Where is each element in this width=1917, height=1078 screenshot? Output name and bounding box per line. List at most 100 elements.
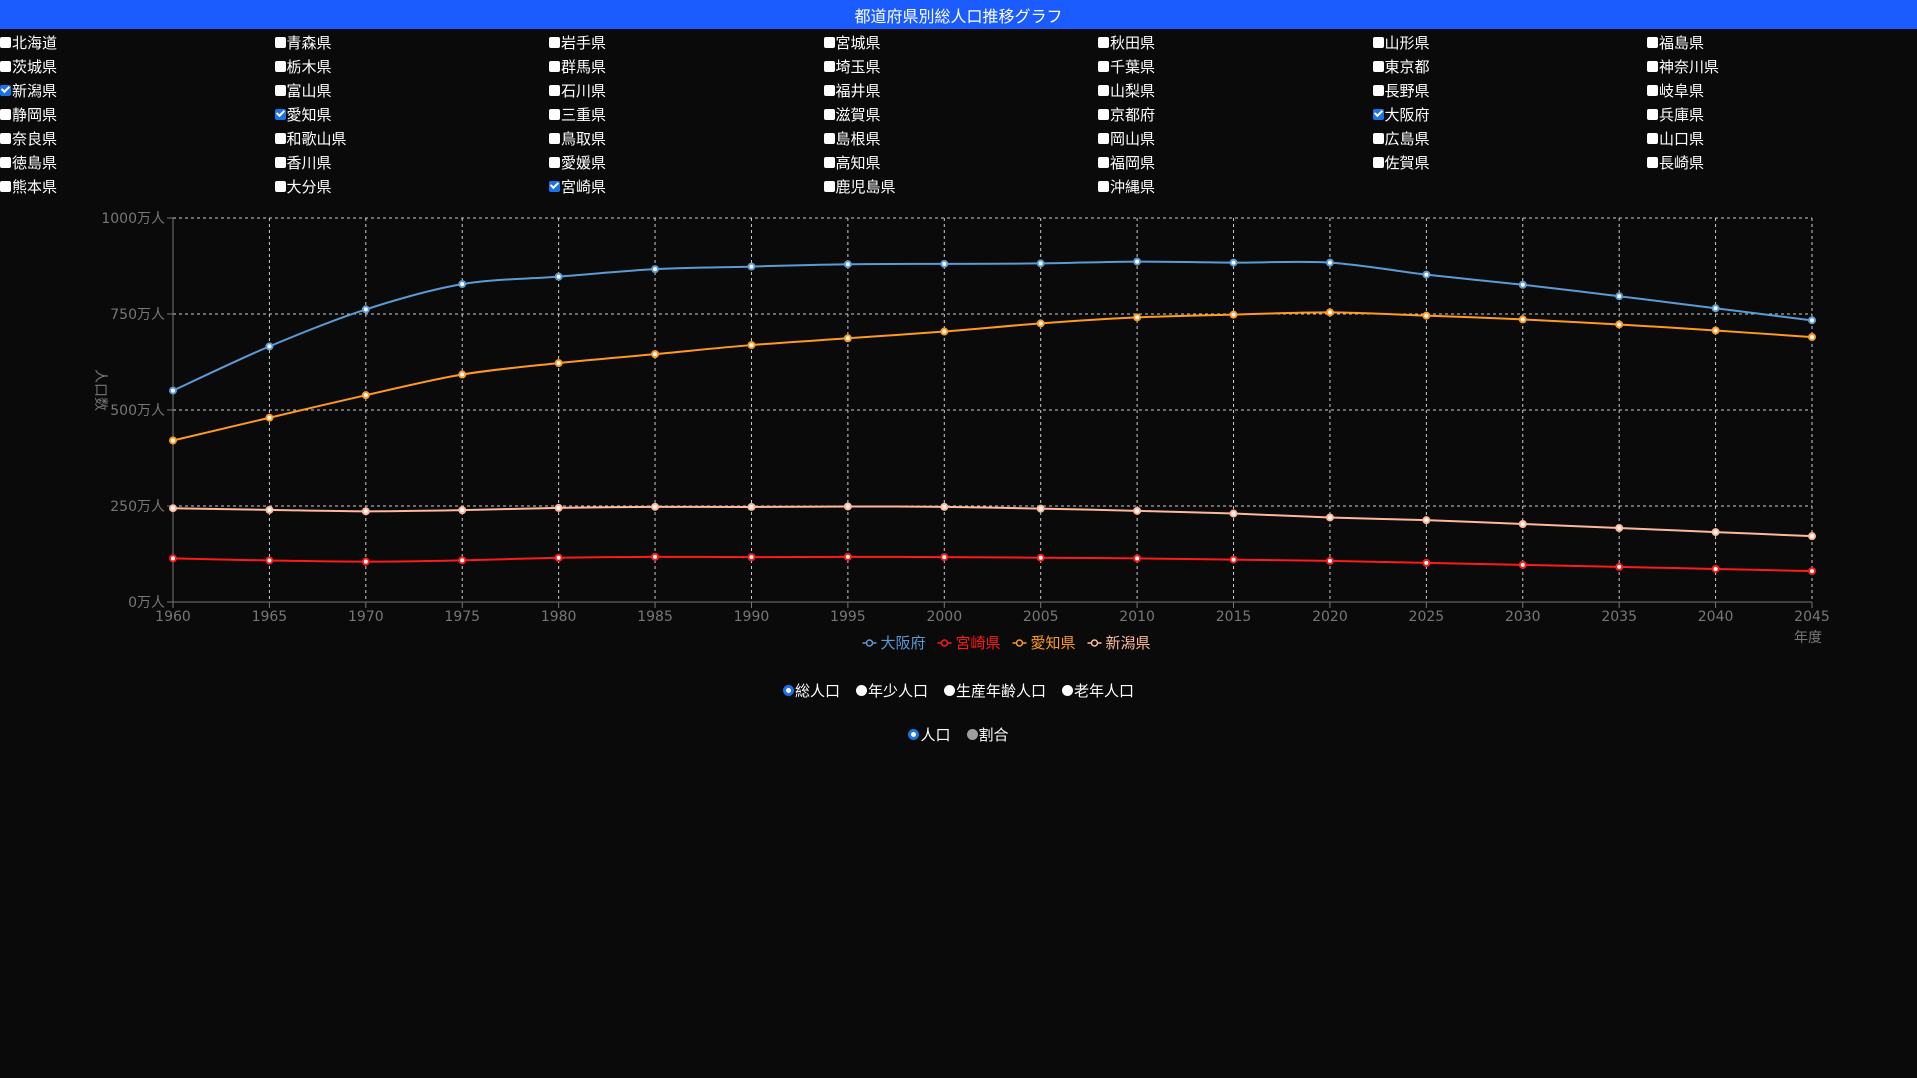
- checkbox[interactable]: [1647, 36, 1658, 48]
- checkbox[interactable]: [0, 132, 11, 144]
- checkbox[interactable]: [1372, 108, 1384, 120]
- data-point[interactable]: [265, 556, 274, 565]
- data-point[interactable]: [1036, 553, 1045, 562]
- data-point[interactable]: [265, 342, 274, 351]
- data-point[interactable]: [554, 503, 563, 512]
- data-point[interactable]: [1615, 320, 1624, 329]
- data-point[interactable]: [651, 265, 660, 274]
- prefecture-checkbox-item[interactable]: 新潟県: [0, 78, 275, 102]
- prefecture-checkbox-item[interactable]: 神奈川県: [1647, 54, 1917, 78]
- data-point[interactable]: [940, 259, 949, 268]
- checkbox[interactable]: [274, 60, 286, 72]
- prefecture-checkbox-item[interactable]: 沖縄県: [1098, 174, 1373, 198]
- checkbox[interactable]: [1647, 132, 1658, 144]
- prefecture-checkbox-item[interactable]: 山口県: [1647, 126, 1917, 150]
- checkbox[interactable]: [0, 36, 11, 48]
- checkbox[interactable]: [1647, 156, 1658, 168]
- data-point[interactable]: [747, 262, 756, 271]
- data-point[interactable]: [458, 280, 467, 289]
- radio-button[interactable]: [1062, 685, 1074, 696]
- prefecture-checkbox-item[interactable]: 石川県: [549, 78, 824, 102]
- prefecture-checkbox-item[interactable]: 東京都: [1372, 54, 1648, 78]
- data-point[interactable]: [1133, 313, 1142, 322]
- data-point[interactable]: [843, 260, 852, 269]
- data-point[interactable]: [1711, 528, 1720, 537]
- data-point[interactable]: [651, 502, 660, 511]
- checkbox[interactable]: [549, 180, 560, 192]
- checkbox[interactable]: [1098, 180, 1109, 192]
- data-point[interactable]: [1518, 520, 1527, 529]
- legend-label-1[interactable]: 大阪府: [881, 634, 926, 652]
- data-point[interactable]: [1422, 311, 1431, 320]
- checkbox[interactable]: [274, 156, 286, 168]
- checkbox[interactable]: [1098, 108, 1109, 120]
- data-point[interactable]: [1036, 319, 1045, 328]
- data-point[interactable]: [1615, 524, 1624, 533]
- data-point[interactable]: [843, 334, 852, 343]
- data-point[interactable]: [1229, 258, 1238, 267]
- population-type-option[interactable]: 生産年齢人口: [944, 680, 1046, 701]
- data-point[interactable]: [1615, 562, 1624, 571]
- data-point[interactable]: [1422, 516, 1431, 525]
- checkbox[interactable]: [274, 108, 286, 120]
- checkbox[interactable]: [1372, 156, 1384, 168]
- data-point[interactable]: [169, 436, 177, 445]
- checkbox[interactable]: [823, 156, 835, 168]
- prefecture-checkbox-item[interactable]: 徳島県: [0, 150, 275, 174]
- prefecture-checkbox-item[interactable]: 長崎県: [1647, 150, 1917, 174]
- checkbox[interactable]: [0, 180, 11, 192]
- prefecture-checkbox-item[interactable]: 和歌山県: [274, 126, 550, 150]
- checkbox[interactable]: [823, 180, 835, 192]
- prefecture-checkbox-item[interactable]: 群馬県: [549, 54, 824, 78]
- prefecture-checkbox-item[interactable]: 茨城県: [0, 54, 275, 78]
- checkbox[interactable]: [1372, 60, 1384, 72]
- data-point[interactable]: [1133, 506, 1142, 515]
- data-point[interactable]: [169, 386, 177, 395]
- data-point[interactable]: [1229, 555, 1238, 564]
- data-point[interactable]: [1711, 326, 1720, 335]
- prefecture-checkbox-item[interactable]: 富山県: [274, 78, 550, 102]
- data-point[interactable]: [458, 506, 467, 515]
- checkbox[interactable]: [274, 36, 286, 48]
- checkbox[interactable]: [1647, 84, 1658, 96]
- data-point[interactable]: [361, 305, 370, 314]
- data-point[interactable]: [1229, 310, 1238, 319]
- prefecture-checkbox-item[interactable]: 宮崎県: [549, 174, 824, 198]
- prefecture-checkbox-item[interactable]: 山梨県: [1098, 78, 1373, 102]
- data-point[interactable]: [1422, 270, 1431, 279]
- data-point[interactable]: [458, 370, 467, 379]
- population-type-option[interactable]: 老年人口: [1062, 680, 1134, 701]
- data-point[interactable]: [1518, 560, 1527, 569]
- data-point[interactable]: [1133, 554, 1142, 563]
- data-point[interactable]: [1229, 509, 1238, 518]
- data-point[interactable]: [747, 341, 756, 350]
- data-point[interactable]: [1808, 532, 1816, 541]
- legend-label-2[interactable]: 宮崎県: [956, 634, 1001, 652]
- prefecture-checkbox-item[interactable]: 熊本県: [0, 174, 275, 198]
- prefecture-checkbox-item[interactable]: 青森県: [274, 30, 550, 54]
- data-point[interactable]: [265, 505, 274, 514]
- prefecture-checkbox-item[interactable]: 長野県: [1372, 78, 1648, 102]
- checkbox[interactable]: [549, 108, 560, 120]
- data-point[interactable]: [554, 553, 563, 562]
- data-point[interactable]: [1325, 308, 1334, 317]
- checkbox[interactable]: [1098, 84, 1109, 96]
- checkbox[interactable]: [1372, 36, 1384, 48]
- checkbox[interactable]: [1647, 108, 1658, 120]
- checkbox[interactable]: [274, 132, 286, 144]
- data-point[interactable]: [1711, 564, 1720, 573]
- checkbox[interactable]: [274, 84, 286, 96]
- data-point[interactable]: [1133, 257, 1142, 266]
- data-point[interactable]: [1036, 504, 1045, 513]
- data-point[interactable]: [940, 553, 949, 562]
- data-point[interactable]: [940, 327, 949, 336]
- data-point[interactable]: [1518, 315, 1527, 324]
- data-point[interactable]: [361, 507, 370, 516]
- data-point[interactable]: [169, 554, 177, 563]
- prefecture-checkbox-item[interactable]: 栃木県: [274, 54, 550, 78]
- display-mode-option[interactable]: 割合: [966, 724, 1009, 745]
- checkbox[interactable]: [1647, 60, 1658, 72]
- checkbox[interactable]: [1098, 36, 1109, 48]
- prefecture-checkbox-item[interactable]: 島根県: [823, 126, 1099, 150]
- data-point[interactable]: [1711, 304, 1720, 313]
